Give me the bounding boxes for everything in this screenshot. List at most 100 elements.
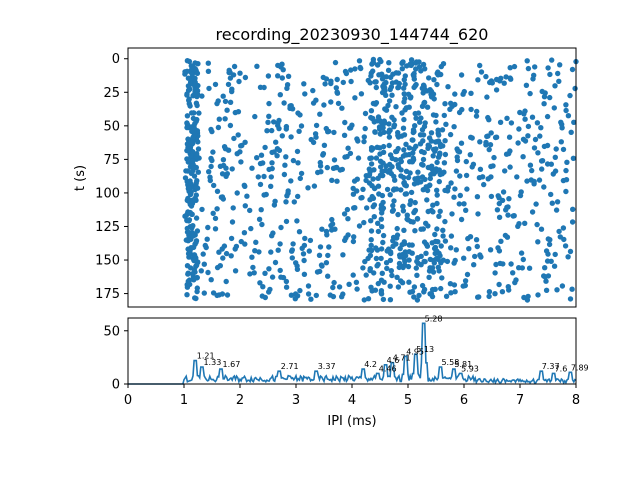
scatter-point [400, 203, 406, 209]
scatter-point [557, 62, 563, 68]
scatter-point [502, 168, 508, 174]
scatter-point [468, 90, 474, 97]
scatter-point [416, 59, 422, 65]
scatter-point [221, 144, 228, 150]
scatter-point [254, 63, 260, 69]
scatter-point [418, 148, 425, 155]
scatter-point [568, 129, 574, 135]
scatter-point [389, 92, 395, 98]
scatter-point [367, 80, 373, 86]
y-tick-label: 0 [112, 52, 120, 67]
scatter-point [229, 166, 235, 172]
scatter-point [380, 239, 386, 246]
scatter-point [393, 157, 399, 163]
scatter-point [320, 151, 327, 157]
scatter-point [194, 288, 200, 295]
scatter-point [430, 257, 437, 264]
scatter-point [380, 232, 387, 239]
scatter-point [547, 94, 553, 101]
scatter-y-ticks: 0 25 50 75 100 125 150 175 [95, 52, 128, 302]
scatter-point [456, 149, 463, 155]
scatter-point [401, 77, 407, 83]
scatter-point [385, 102, 391, 109]
scatter-point [215, 98, 221, 104]
scatter-point [500, 261, 506, 267]
scatter-point [241, 230, 248, 236]
scatter-point [279, 61, 285, 67]
scatter-point [547, 237, 553, 243]
scatter-point [488, 193, 495, 200]
x-tick-label: 6 [460, 393, 468, 408]
scatter-point [426, 135, 433, 141]
scatter-point [484, 133, 490, 140]
scatter-point [277, 241, 283, 247]
scatter-point [549, 200, 555, 206]
scatter-point [223, 250, 230, 257]
scatter-point [265, 73, 272, 79]
scatter-point [364, 205, 370, 211]
scatter-point [437, 208, 443, 214]
scatter-point [353, 279, 360, 285]
scatter-point [419, 127, 426, 133]
scatter-point [545, 251, 551, 257]
scatter-point [409, 242, 415, 248]
scatter-point [559, 283, 566, 289]
scatter-point [531, 145, 538, 151]
scatter-point [407, 201, 413, 208]
scatter-point [447, 131, 454, 138]
scatter-point [215, 124, 222, 131]
scatter-point [410, 72, 416, 78]
scatter-point [212, 81, 219, 88]
peak-label: 4.95 [406, 347, 424, 356]
scatter-point [399, 66, 405, 72]
scatter-point [248, 225, 254, 232]
scatter-point [434, 187, 440, 193]
scatter-point [358, 91, 365, 97]
scatter-point [343, 70, 350, 77]
scatter-point [185, 159, 191, 165]
scatter-point [186, 277, 193, 283]
scatter-point [314, 269, 321, 275]
scatter-point [416, 292, 422, 299]
scatter-point [420, 61, 427, 68]
scatter-point [190, 149, 196, 155]
scatter-point [547, 71, 553, 78]
scatter-point [313, 97, 319, 103]
scatter-point [214, 264, 221, 271]
scatter-point [235, 109, 242, 115]
y-tick-label: 125 [95, 220, 120, 235]
scatter-point [502, 232, 509, 239]
scatter-point [541, 101, 547, 107]
scatter-point [288, 103, 294, 109]
scatter-point [410, 127, 417, 133]
scatter-point [491, 154, 497, 161]
scatter-point [467, 152, 473, 158]
scatter-point [564, 159, 570, 165]
scatter-point [400, 264, 406, 271]
scatter-point [448, 233, 455, 239]
scatter-point [418, 226, 424, 232]
scatter-point [398, 167, 404, 173]
ipi-histogram-line [128, 322, 577, 385]
scatter-point [358, 65, 364, 72]
peak-label: 5.28 [425, 314, 443, 323]
scatter-point [545, 65, 551, 71]
scatter-point [196, 110, 202, 116]
scatter-point [276, 125, 282, 132]
scatter-point [199, 93, 205, 99]
scatter-point [292, 296, 298, 302]
peak-label: 5.81 [454, 360, 472, 369]
scatter-point [266, 266, 272, 272]
scatter-point [452, 101, 458, 108]
x-tick-label: 7 [516, 393, 524, 408]
scatter-point [387, 192, 393, 198]
scatter-point [537, 133, 543, 139]
scatter-point [220, 196, 226, 202]
scatter-point [193, 91, 200, 97]
scatter-point [551, 105, 557, 111]
scatter-point [185, 87, 192, 94]
scatter-point [186, 96, 192, 102]
scatter-point [424, 243, 431, 249]
scatter-point [405, 174, 412, 181]
scatter-point [532, 136, 539, 143]
